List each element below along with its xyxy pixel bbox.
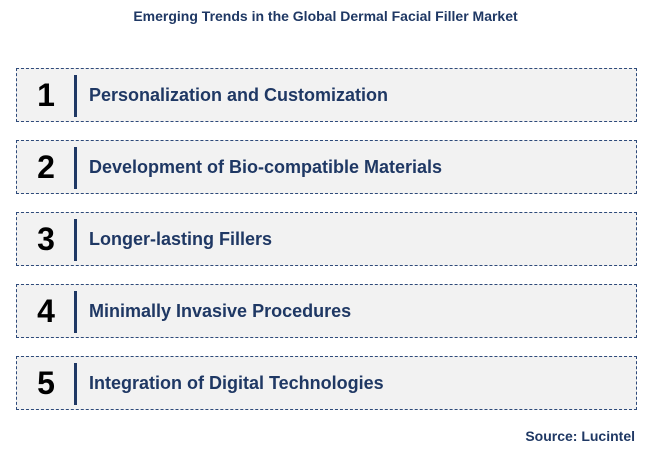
trend-label: Integration of Digital Technologies (89, 372, 384, 393)
trend-divider (74, 363, 77, 405)
trend-divider (74, 219, 77, 261)
trend-label: Minimally Invasive Procedures (89, 300, 352, 321)
trend-label: Personalization and Customization (89, 84, 389, 105)
trend-label: Development of Bio-compatible Materials (89, 156, 443, 177)
trend-label: Longer-lasting Fillers (89, 228, 273, 249)
diagram-title: Emerging Trends in the Global Dermal Fac… (133, 8, 518, 24)
trend-divider (74, 147, 77, 189)
trend-list: 1 Personalization and Customization 2 De… (16, 68, 637, 428)
trend-item-2: 2 Development of Bio-compatible Material… (16, 140, 637, 194)
trend-item-1: 1 Personalization and Customization (16, 68, 637, 122)
trend-number: 1 (37, 76, 55, 113)
trend-item-4: 4 Minimally Invasive Procedures (16, 284, 637, 338)
source-credit: Source: Lucintel (525, 428, 635, 444)
trend-number: 4 (37, 292, 55, 329)
trend-item-5: 5 Integration of Digital Technologies (16, 356, 637, 410)
trend-number: 5 (37, 364, 55, 401)
trend-divider (74, 291, 77, 333)
trend-number: 3 (37, 220, 55, 257)
trend-number: 2 (37, 148, 55, 185)
trend-item-3: 3 Longer-lasting Fillers (16, 212, 637, 266)
trend-divider (74, 75, 77, 117)
